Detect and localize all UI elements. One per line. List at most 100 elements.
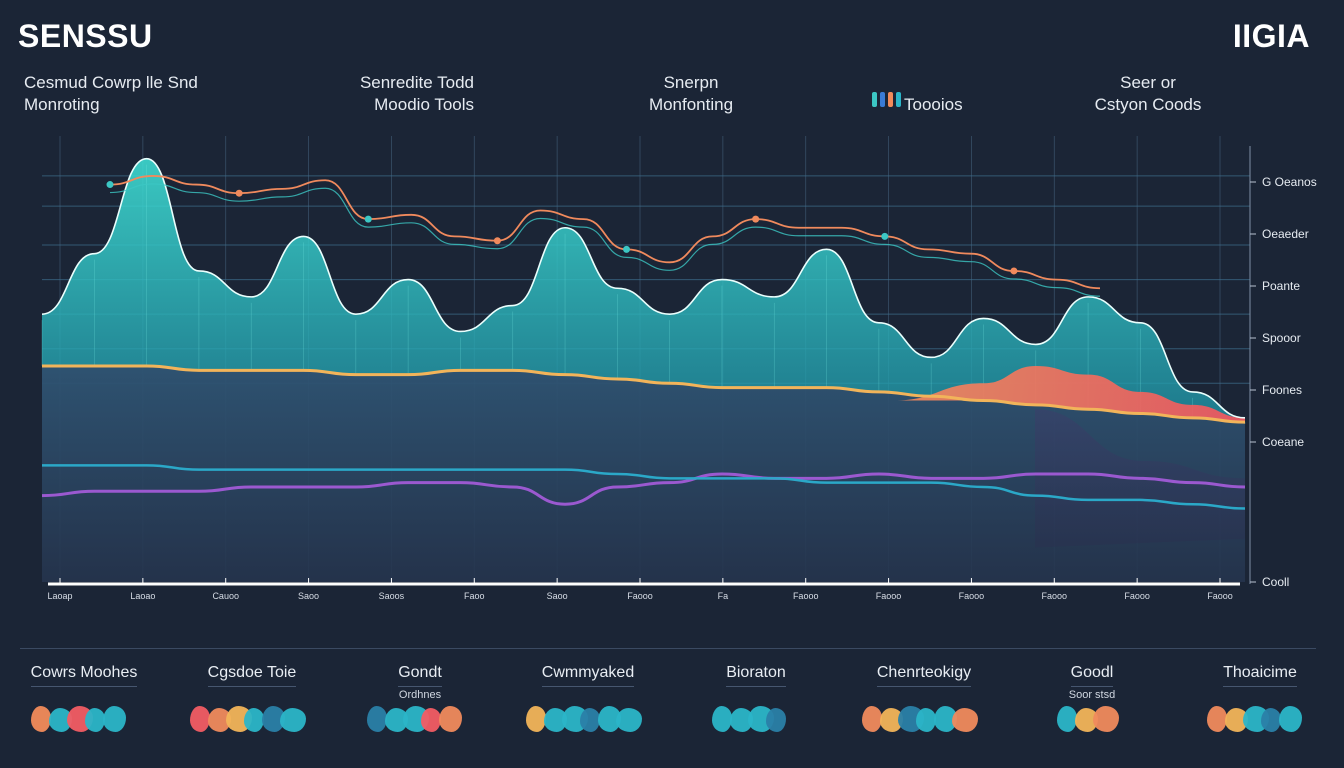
header-label-4-line1: Toooios [904,95,963,114]
x-tick-label: Laoap [47,591,72,601]
traffic-line-shadow [109,183,1101,297]
right-axis-label: G Oeanos [1262,175,1317,189]
category-blob-icon [598,706,621,732]
category-title: Chenrteokigy [876,664,972,687]
header-label-4: Toooios [904,94,963,116]
category-icons [1057,700,1127,740]
header-label-1-line2: Monroting [24,95,100,114]
legend-swatches [872,92,901,107]
traffic-point [881,232,889,240]
x-tick-label: Faooo [793,591,819,601]
header-label-3-line2: Monfonting [648,95,734,114]
category-label: Goodl Soor stsd [1017,664,1167,701]
traffic-point [623,245,631,253]
right-axis: G Oeanos Oeaeder Poante Spooor Foones Coeane C… [1249,146,1317,589]
latency-line [41,472,1246,506]
series-areas [41,158,1246,582]
x-tick-label: Laoao [130,591,155,601]
traffic-point [1010,267,1018,275]
category-blob-icon [49,708,72,732]
category-blob-icon [916,708,936,732]
category-blob-icon [712,706,732,732]
traffic-line [109,175,1101,290]
category-icons [526,700,650,740]
header-label-2: Senredite Todd Moodio Tools [340,72,474,116]
header-label-1-line1: Cesmud Cowrp lle Snd [24,73,198,92]
x-axis: Laoap Laoao Cauoo Saoo Saoos Faoo Saoo Faooo Fa F… [47,578,1240,601]
category-blob-icon [262,706,285,732]
category-title: Goodl [1070,664,1114,687]
monitoring-chart: Laoap Laoao Cauoo Saoo Saoos Faoo Saoo Faooo Fa F… [41,136,1317,601]
category-blob-icon [862,706,882,732]
category-blob-icon [766,708,786,732]
header-label-5-line2: Cstyon Coods [1094,95,1202,114]
x-tick-label: Faooo [627,591,653,601]
category-icons [1207,700,1313,740]
right-axis-label: Poante [1262,279,1300,293]
right-axis-label: Foones [1262,383,1302,397]
x-tick-label: Faooo [1207,591,1233,601]
category-blob-icon [880,708,903,732]
traffic-point [364,215,372,223]
x-tick-label: Faooo [876,591,902,601]
category-title: Bioraton [726,664,786,687]
right-axis-label: Coeane [1262,435,1304,449]
throughput-line [41,464,1246,510]
traffic-point [752,215,760,223]
series-lines [41,157,1246,510]
category-blob-icon [280,708,306,732]
right-axis-label: Oeaeder [1262,227,1309,241]
category-blob-icon [952,708,978,732]
category-blob-icon [1207,706,1227,732]
category-title: Thoaicime [1223,664,1297,687]
category-blob-icon [730,708,753,732]
category-blob-icon [208,708,231,732]
category-blob-icon [367,706,387,732]
legend-swatch [896,92,901,107]
category-blob-icon [934,706,957,732]
category-blob-icon [421,708,441,732]
category-blob-icon [103,706,126,732]
header-label-5-line1: Seer or [1120,73,1176,92]
category-icons [190,700,314,740]
legend-swatch [888,92,893,107]
header-label-2-line1: Senredite Todd [359,73,474,92]
category-subtitle: Soor stsd [1068,689,1116,701]
category-blob-icon [439,706,462,732]
right-axis-label: Spooor [1262,331,1301,345]
category-label: Chenrteokigy [849,664,999,687]
x-tick-label: Cauoo [212,591,239,601]
category-label: Cowrs Moohes [9,664,159,687]
category-blob-icon [85,708,105,732]
category-icons [862,700,986,740]
category-title: Cgsdoe Toie [207,664,297,687]
traffic-point [493,237,501,245]
category-label: Gondt Ordhnes [345,664,495,701]
section-divider [20,648,1316,649]
category-blob-icon [616,708,642,732]
header-label-5: Seer or Cstyon Coods [1086,72,1210,116]
category-blob-icon [31,706,51,732]
category-label: Bioraton [681,664,831,687]
category-title: Gondt [398,664,442,687]
traffic-point [235,189,243,197]
category-blob-icon [190,706,210,732]
right-axis-label: Cooll [1262,575,1289,589]
category-blob-icon [580,708,600,732]
header-label-2-line2: Moodio Tools [374,95,474,114]
legend-swatch [872,92,877,107]
header-label-1: Cesmud Cowrp lle Snd Monroting [24,72,198,116]
category-label: Cgsdoe Toie [177,664,327,687]
legend-swatch [880,92,885,107]
x-tick-label: Faooo [1124,591,1150,601]
category-icons [712,700,800,740]
category-blob-icon [1279,706,1302,732]
category-icons [367,700,473,740]
category-title: Cowrs Moohes [30,664,138,687]
category-title: Cwmmyaked [541,664,635,687]
category-blob-icon [1261,708,1281,732]
alert-area [893,366,1245,423]
brand-logo-right: IIGIA [1232,18,1310,54]
category-blob-icon [244,708,264,732]
category-blob-icon [544,708,567,732]
